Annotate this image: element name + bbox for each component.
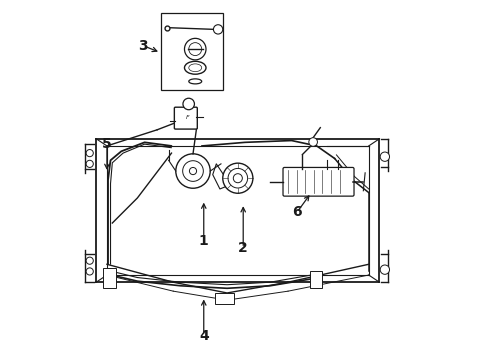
Text: 4: 4 (199, 329, 209, 343)
Text: 1: 1 (199, 234, 209, 248)
Circle shape (309, 138, 318, 146)
Circle shape (380, 152, 390, 161)
Text: 2: 2 (238, 241, 248, 255)
Bar (103, 268, 116, 288)
Circle shape (233, 174, 243, 183)
Circle shape (176, 154, 210, 188)
Text: 3: 3 (138, 39, 147, 53)
Bar (215, 293, 234, 304)
Circle shape (380, 265, 390, 274)
FancyBboxPatch shape (283, 167, 354, 196)
Circle shape (86, 257, 93, 264)
Bar (161, 13, 223, 90)
Circle shape (214, 25, 223, 34)
Bar (310, 271, 322, 288)
Circle shape (86, 160, 93, 167)
Circle shape (86, 268, 93, 275)
Circle shape (223, 163, 253, 193)
FancyBboxPatch shape (174, 107, 197, 129)
Circle shape (184, 39, 206, 60)
Circle shape (183, 98, 195, 110)
Text: F: F (186, 114, 190, 120)
Circle shape (86, 149, 93, 157)
Text: 5: 5 (102, 137, 112, 151)
Text: 6: 6 (292, 205, 302, 219)
Circle shape (190, 167, 196, 175)
